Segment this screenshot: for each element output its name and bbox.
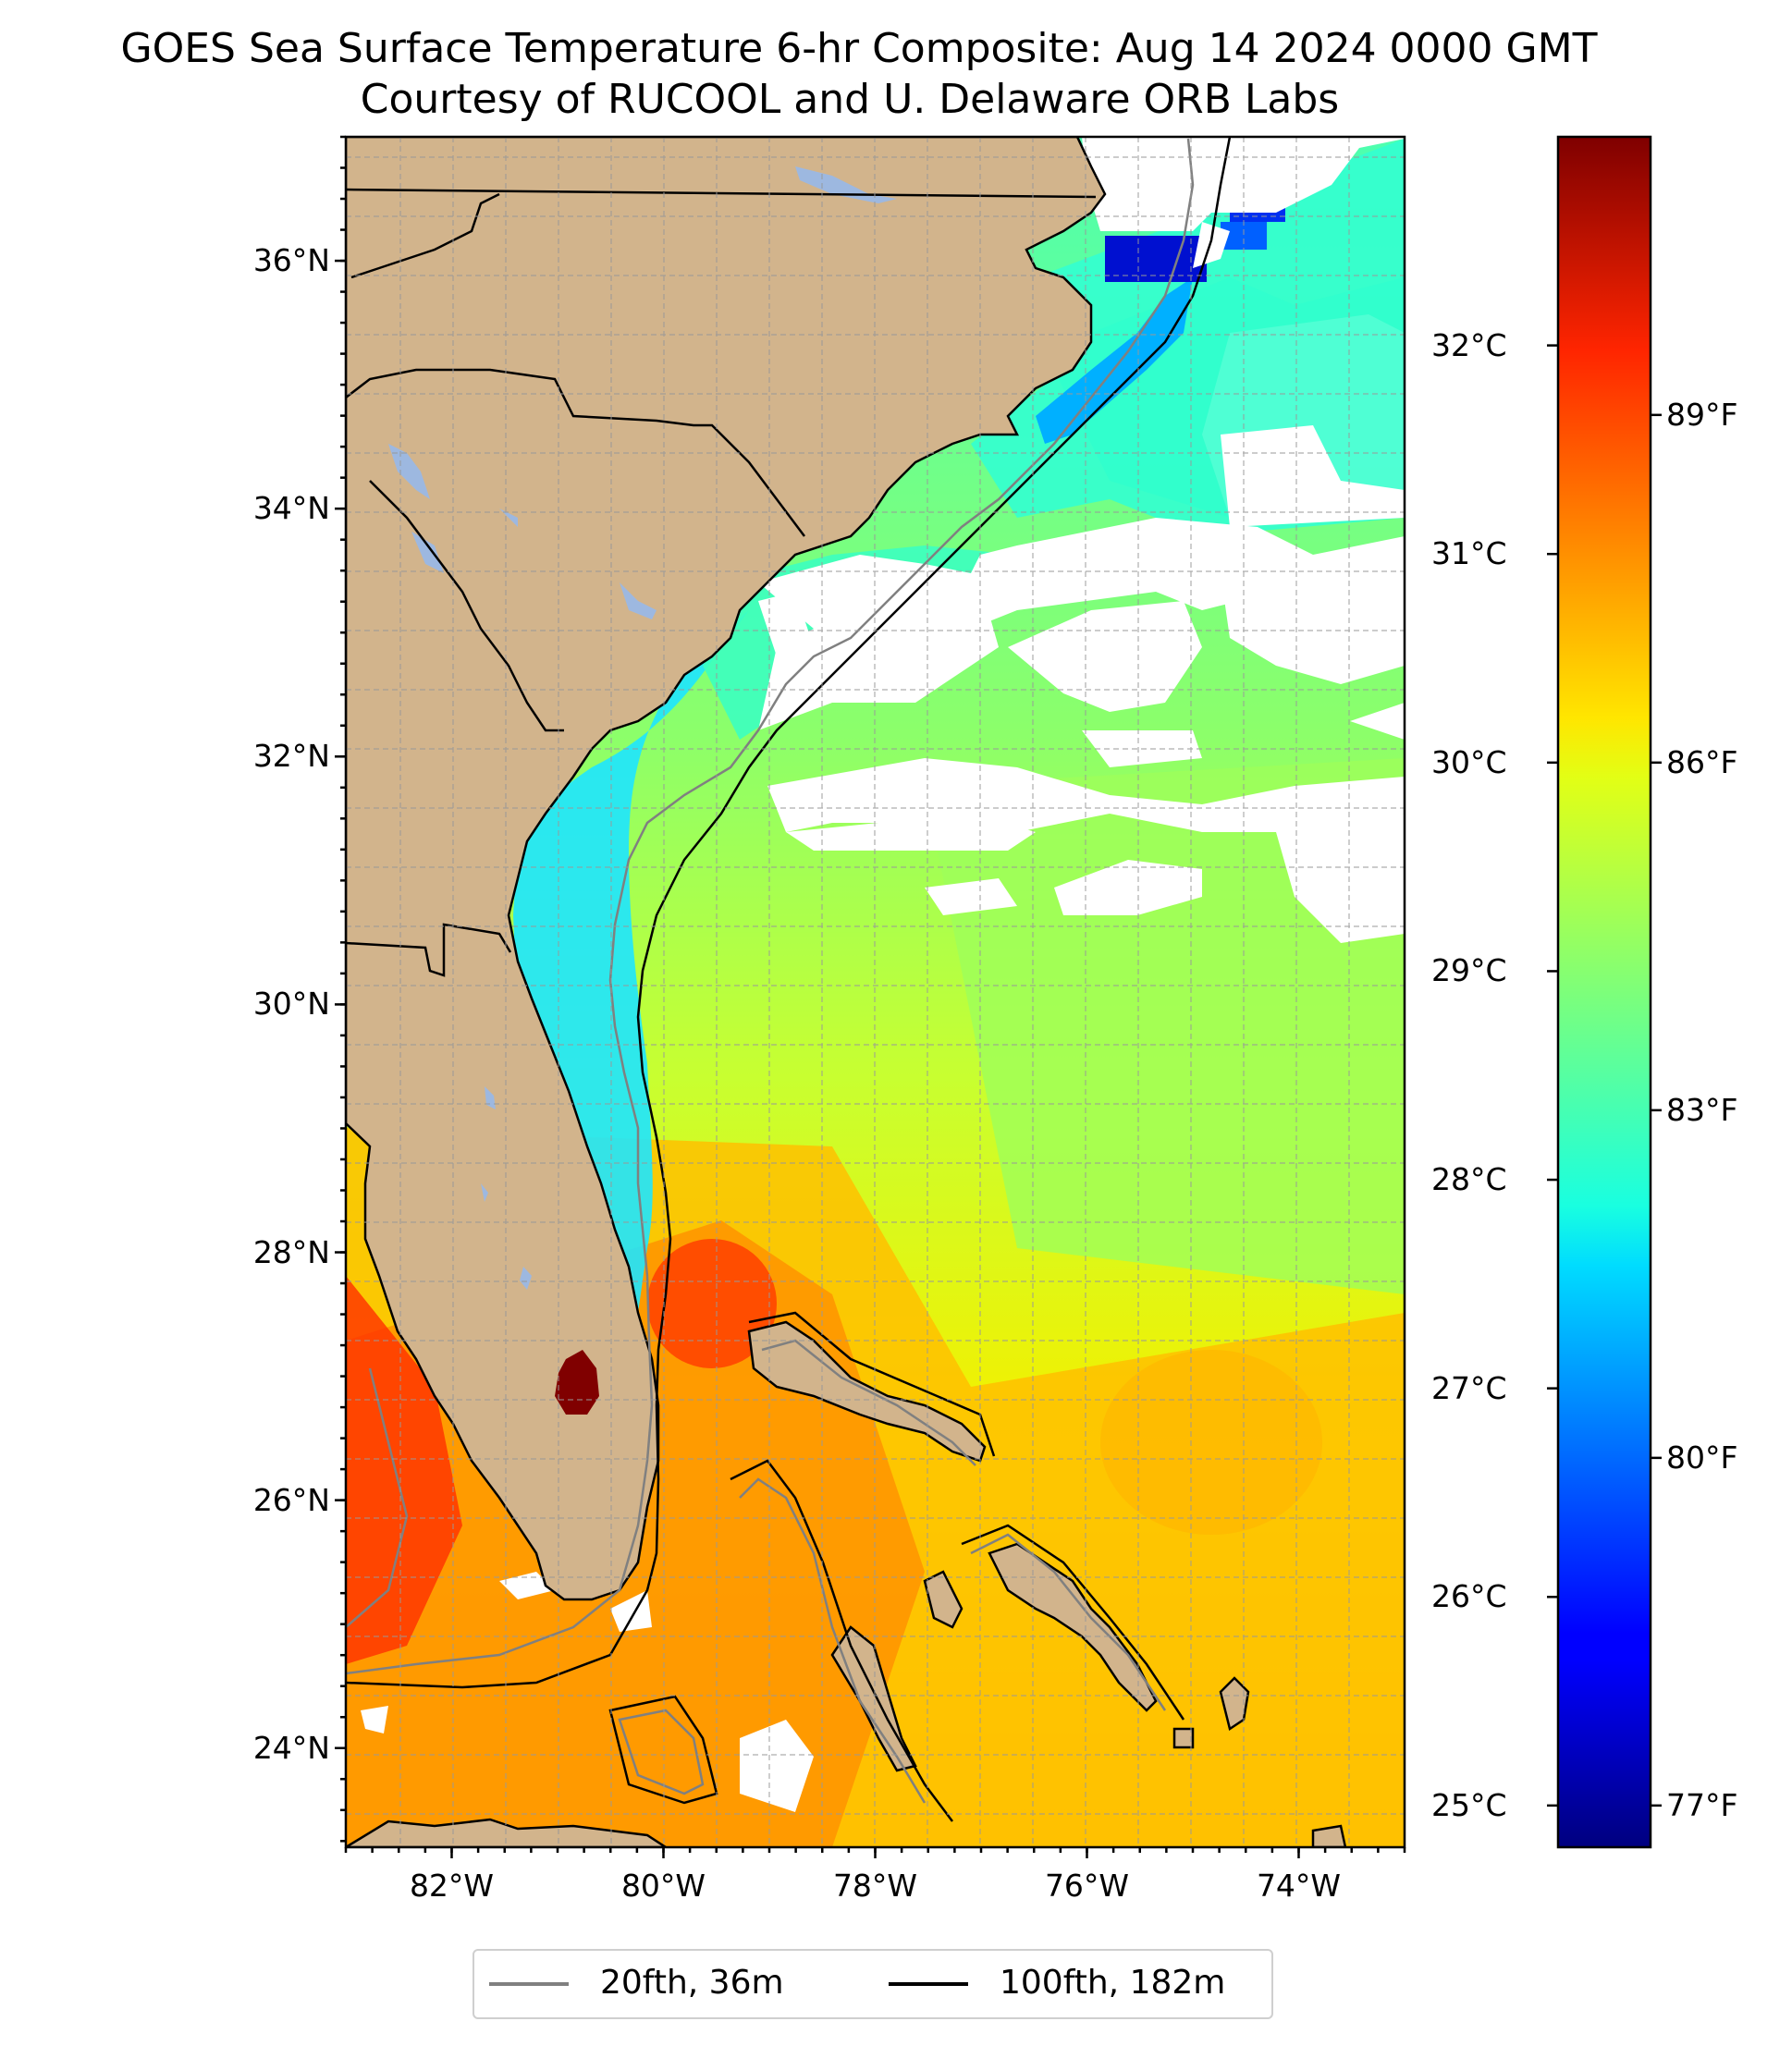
colorbar-celsius-label: 25°C [1431, 1786, 1507, 1823]
lat-tick-label: 36°N [252, 242, 330, 279]
legend-swatch-100fth [889, 1982, 968, 1986]
legend-label-20fth: 20fth, 36m [600, 1964, 784, 2002]
state-borders [346, 188, 1097, 977]
lon-tick-label: 82°W [409, 1868, 495, 1904]
colorbar-celsius-label: 29°C [1431, 952, 1507, 989]
lat-tick-label: 24°N [252, 1729, 330, 1766]
colorbar-celsius-label: 27°C [1431, 1369, 1507, 1406]
lon-tick-label: 78°W [832, 1868, 918, 1904]
ocean-sst-field [647, 1239, 777, 1368]
colorbar-fahrenheit-label: 80°F [1666, 1439, 1738, 1476]
colorbar-celsius-label: 28°C [1431, 1161, 1507, 1198]
lat-tick-label: 30°N [252, 986, 330, 1023]
lake-okeechobee [555, 1350, 599, 1415]
map-subtitle: Courtesy of RUCOOL and U. Delaware ORB L… [360, 76, 1340, 123]
map-title: GOES Sea Surface Temperature 6-hr Compos… [120, 25, 1598, 72]
colorbar-celsius-label: 32°C [1431, 326, 1507, 363]
colorbar-fahrenheit-label: 83°F [1666, 1091, 1738, 1128]
cloud-mask [361, 137, 1405, 1812]
lon-tick-label: 80°W [620, 1868, 706, 1904]
lat-tick-label: 28°N [252, 1233, 330, 1270]
isobath-100fth [346, 137, 1232, 1822]
colorbar-fahrenheit-label: 89°F [1666, 396, 1738, 433]
colorbar [1556, 135, 1652, 1849]
lat-tick-label: 26°N [252, 1481, 330, 1518]
ocean-sst-field [1105, 236, 1207, 282]
colorbar-fahrenheit-label: 86°F [1666, 743, 1738, 780]
legend-swatch-20fth [489, 1982, 569, 1986]
legend-label-100fth: 100fth, 182m [1000, 1964, 1226, 2002]
lon-tick-label: 76°W [1044, 1868, 1130, 1904]
ocean-sst-field [1100, 1350, 1322, 1535]
inland-lakes [388, 166, 897, 1290]
lon-tick-label: 74°W [1256, 1868, 1342, 1904]
ocean-sst-field [1036, 277, 1193, 444]
ocean-sst-field [1221, 222, 1267, 250]
lat-tick-label: 34°N [252, 490, 330, 527]
graticule [346, 137, 1405, 1847]
colorbar-celsius-label: 26°C [1431, 1578, 1507, 1615]
colorbar-fahrenheit-label: 77°F [1666, 1786, 1738, 1823]
land-southeast-us [346, 137, 1107, 1601]
ocean-sst-field [925, 758, 1405, 1294]
lat-tick-label: 32°N [252, 738, 330, 775]
legend: 20fth, 36m 100fth, 182m [473, 1949, 1273, 2019]
colorbar-celsius-label: 31°C [1431, 535, 1507, 572]
isobath-20fth [346, 138, 1195, 1804]
axis-ticks [335, 135, 1662, 1858]
ocean-sst-field [346, 1276, 462, 1664]
sst-map-area [346, 137, 1405, 1847]
colorbar-celsius-label: 30°C [1431, 743, 1507, 780]
